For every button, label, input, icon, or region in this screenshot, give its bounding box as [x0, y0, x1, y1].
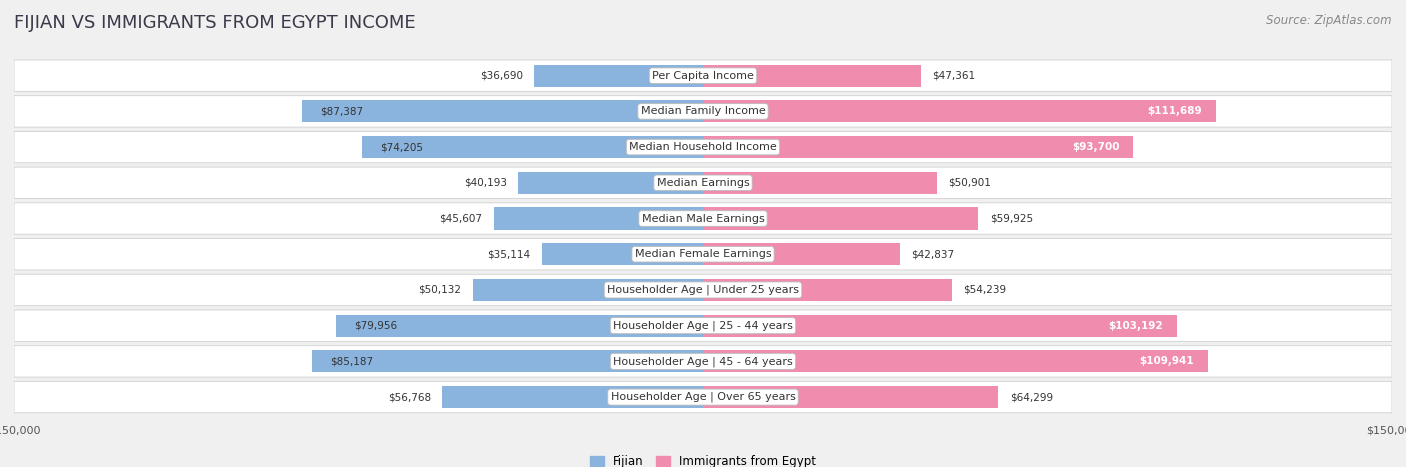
Text: $40,193: $40,193 — [464, 178, 508, 188]
Bar — [703, 243, 900, 265]
Text: Householder Age | 45 - 64 years: Householder Age | 45 - 64 years — [613, 356, 793, 367]
Text: $50,132: $50,132 — [418, 285, 461, 295]
Text: $47,361: $47,361 — [932, 71, 976, 81]
Bar — [703, 207, 979, 230]
Bar — [703, 315, 1177, 337]
Bar — [703, 172, 936, 194]
Text: $42,837: $42,837 — [911, 249, 955, 259]
FancyBboxPatch shape — [14, 310, 1392, 341]
Bar — [703, 64, 921, 87]
FancyBboxPatch shape — [14, 203, 1392, 234]
Text: $50,901: $50,901 — [948, 178, 991, 188]
Text: $36,690: $36,690 — [479, 71, 523, 81]
Text: $35,114: $35,114 — [486, 249, 530, 259]
Text: $85,187: $85,187 — [330, 356, 373, 367]
Bar — [703, 136, 1133, 158]
Bar — [703, 100, 1216, 122]
Text: Median Male Earnings: Median Male Earnings — [641, 213, 765, 224]
FancyBboxPatch shape — [14, 382, 1392, 413]
Bar — [302, 100, 703, 122]
FancyBboxPatch shape — [14, 96, 1392, 127]
Bar — [519, 172, 703, 194]
Text: $93,700: $93,700 — [1073, 142, 1119, 152]
Text: Source: ZipAtlas.com: Source: ZipAtlas.com — [1267, 14, 1392, 27]
Text: $54,239: $54,239 — [963, 285, 1007, 295]
Text: $56,768: $56,768 — [388, 392, 430, 402]
Text: $103,192: $103,192 — [1108, 321, 1163, 331]
Bar — [494, 207, 703, 230]
Text: Median Earnings: Median Earnings — [657, 178, 749, 188]
Text: $87,387: $87,387 — [321, 106, 363, 116]
Text: $59,925: $59,925 — [990, 213, 1033, 224]
Text: Median Family Income: Median Family Income — [641, 106, 765, 116]
Bar — [703, 279, 952, 301]
Text: Median Female Earnings: Median Female Earnings — [634, 249, 772, 259]
Text: $64,299: $64,299 — [1010, 392, 1053, 402]
Bar — [703, 386, 998, 408]
Text: $45,607: $45,607 — [439, 213, 482, 224]
Text: $74,205: $74,205 — [381, 142, 423, 152]
Bar — [312, 350, 703, 373]
Text: Median Household Income: Median Household Income — [628, 142, 778, 152]
Bar — [363, 136, 703, 158]
FancyBboxPatch shape — [14, 346, 1392, 377]
Bar — [541, 243, 703, 265]
FancyBboxPatch shape — [14, 167, 1392, 198]
FancyBboxPatch shape — [14, 274, 1392, 306]
Bar — [336, 315, 703, 337]
Legend: Fijian, Immigrants from Egypt: Fijian, Immigrants from Egypt — [585, 450, 821, 467]
Text: Householder Age | Over 65 years: Householder Age | Over 65 years — [610, 392, 796, 403]
Bar — [703, 350, 1208, 373]
Bar — [534, 64, 703, 87]
Text: $109,941: $109,941 — [1139, 356, 1194, 367]
Bar — [472, 279, 703, 301]
Text: Householder Age | Under 25 years: Householder Age | Under 25 years — [607, 285, 799, 295]
Text: FIJIAN VS IMMIGRANTS FROM EGYPT INCOME: FIJIAN VS IMMIGRANTS FROM EGYPT INCOME — [14, 14, 416, 32]
FancyBboxPatch shape — [14, 60, 1392, 92]
Bar — [443, 386, 703, 408]
FancyBboxPatch shape — [14, 239, 1392, 270]
Text: $79,956: $79,956 — [354, 321, 398, 331]
Text: Per Capita Income: Per Capita Income — [652, 71, 754, 81]
FancyBboxPatch shape — [14, 131, 1392, 163]
Text: Householder Age | 25 - 44 years: Householder Age | 25 - 44 years — [613, 320, 793, 331]
Text: $111,689: $111,689 — [1147, 106, 1202, 116]
